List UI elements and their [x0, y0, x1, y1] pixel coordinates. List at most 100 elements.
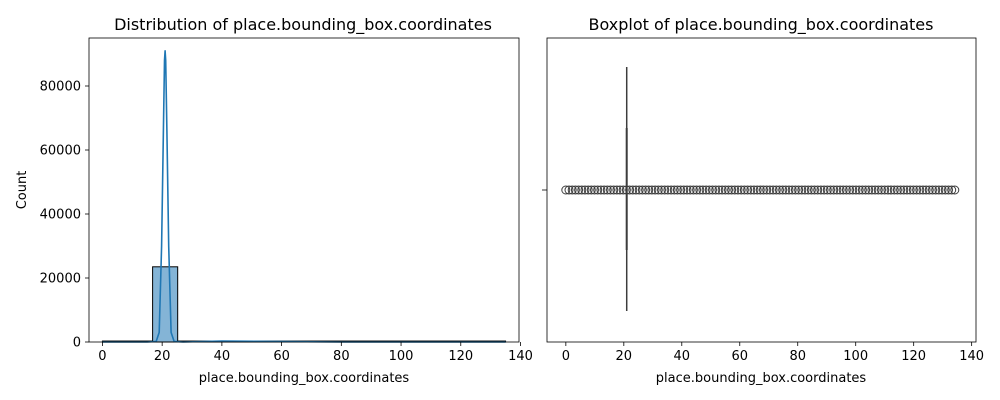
outlier-point [892, 185, 902, 195]
outlier-point [857, 185, 867, 195]
y-tick-label: 40000 [40, 208, 81, 223]
outlier-point [692, 185, 702, 195]
x-tick-label: 120 [901, 349, 926, 364]
outlier-point [634, 185, 644, 195]
outlier-point [899, 185, 909, 195]
x-tick-label: 80 [789, 349, 806, 364]
outlier-point [832, 185, 842, 195]
outlier-point [596, 185, 606, 195]
x-tick-label: 140 [508, 349, 533, 364]
x-tick-label: 100 [843, 349, 868, 364]
outlier-point [688, 185, 698, 195]
outlier-point [660, 185, 670, 195]
outlier-point [669, 185, 679, 195]
outlier-point [570, 185, 580, 195]
outlier-point [775, 185, 784, 195]
x-tick-label: 120 [448, 349, 473, 364]
outlier-point [768, 185, 778, 195]
x-tick-label: 60 [731, 349, 748, 364]
x-tick-label: 100 [389, 349, 414, 364]
histogram-bars [101, 266, 507, 343]
outlier-point [609, 185, 619, 195]
outlier-point [743, 185, 753, 195]
plot-frame-1 [88, 37, 520, 343]
outlier-point [762, 185, 772, 195]
outlier-point [921, 185, 931, 195]
outlier-point [778, 185, 788, 195]
outlier-point [873, 185, 883, 195]
x-tick-label: 20 [616, 349, 633, 364]
outlier-point [950, 185, 960, 195]
outlier-point [797, 185, 807, 195]
outlier-point [730, 185, 740, 195]
x-axis-label-2: place.bounding_box.coordinates [656, 371, 867, 386]
outlier-point [606, 185, 615, 195]
outlier-point [819, 185, 829, 195]
outlier-point [908, 185, 918, 195]
outlier-point [749, 185, 759, 195]
outlier-point [711, 185, 721, 195]
outlier-point [931, 185, 941, 195]
outlier-point [733, 185, 743, 195]
x-axis-label-1: place.bounding_box.coordinates [199, 371, 410, 386]
outlier-point [806, 185, 816, 195]
outlier-point [861, 185, 871, 195]
outlier-point [880, 185, 890, 195]
outlier-point [685, 185, 695, 195]
outlier-point [937, 185, 947, 195]
outlier-point [746, 185, 756, 195]
outlier-point [787, 185, 797, 195]
boxplot-panel: Boxplot of place.bounding_box.coordinate… [542, 15, 984, 386]
x-tick-label: 0 [562, 349, 570, 364]
outlier-point [599, 185, 609, 195]
outlier-point [915, 185, 925, 195]
outlier-point [848, 185, 858, 195]
outlier-point [625, 185, 635, 195]
outlier-point [829, 185, 839, 195]
y-tick-label: 80000 [40, 80, 81, 95]
outlier-point [790, 185, 800, 195]
outlier-point [905, 185, 915, 195]
histogram-panel: Distribution of place.bounding_box.coord… [15, 15, 533, 386]
outlier-point [577, 185, 587, 195]
outlier-point [822, 185, 832, 195]
outlier-point [666, 185, 676, 195]
outlier-point [912, 185, 922, 195]
outlier-point [637, 185, 647, 195]
outlier-point [586, 185, 596, 195]
outlier-point [883, 185, 893, 195]
outlier-point [924, 185, 934, 195]
outlier-point [644, 185, 654, 195]
outlier-point [759, 185, 768, 195]
outlier-points [561, 185, 960, 195]
outlier-point [889, 185, 899, 195]
outlier-point [940, 185, 950, 195]
outlier-point [650, 185, 660, 195]
outlier-point [896, 185, 906, 195]
x-tick-label: 40 [214, 349, 231, 364]
outlier-point [695, 185, 705, 195]
outlier-point [698, 185, 708, 195]
outlier-point [851, 185, 861, 195]
outlier-point [752, 185, 762, 195]
chart-title-1: Distribution of place.bounding_box.coord… [114, 15, 492, 35]
outlier-point [947, 185, 957, 195]
outlier-point [657, 185, 666, 195]
outlier-point [765, 185, 775, 195]
outlier-point [771, 185, 781, 195]
outlier-point [902, 185, 912, 195]
outlier-point [704, 185, 714, 195]
outlier-point [647, 185, 657, 195]
outlier-point [739, 185, 749, 195]
outlier-point [701, 185, 711, 195]
outlier-point [653, 185, 663, 195]
outlier-point [864, 185, 874, 195]
outlier-point [794, 185, 804, 195]
outlier-point [934, 185, 944, 195]
outlier-point [854, 185, 864, 195]
outlier-point [672, 185, 682, 195]
x-tick-label: 0 [98, 349, 106, 364]
outlier-point [800, 185, 810, 195]
y-tick-label: 0 [73, 336, 81, 351]
